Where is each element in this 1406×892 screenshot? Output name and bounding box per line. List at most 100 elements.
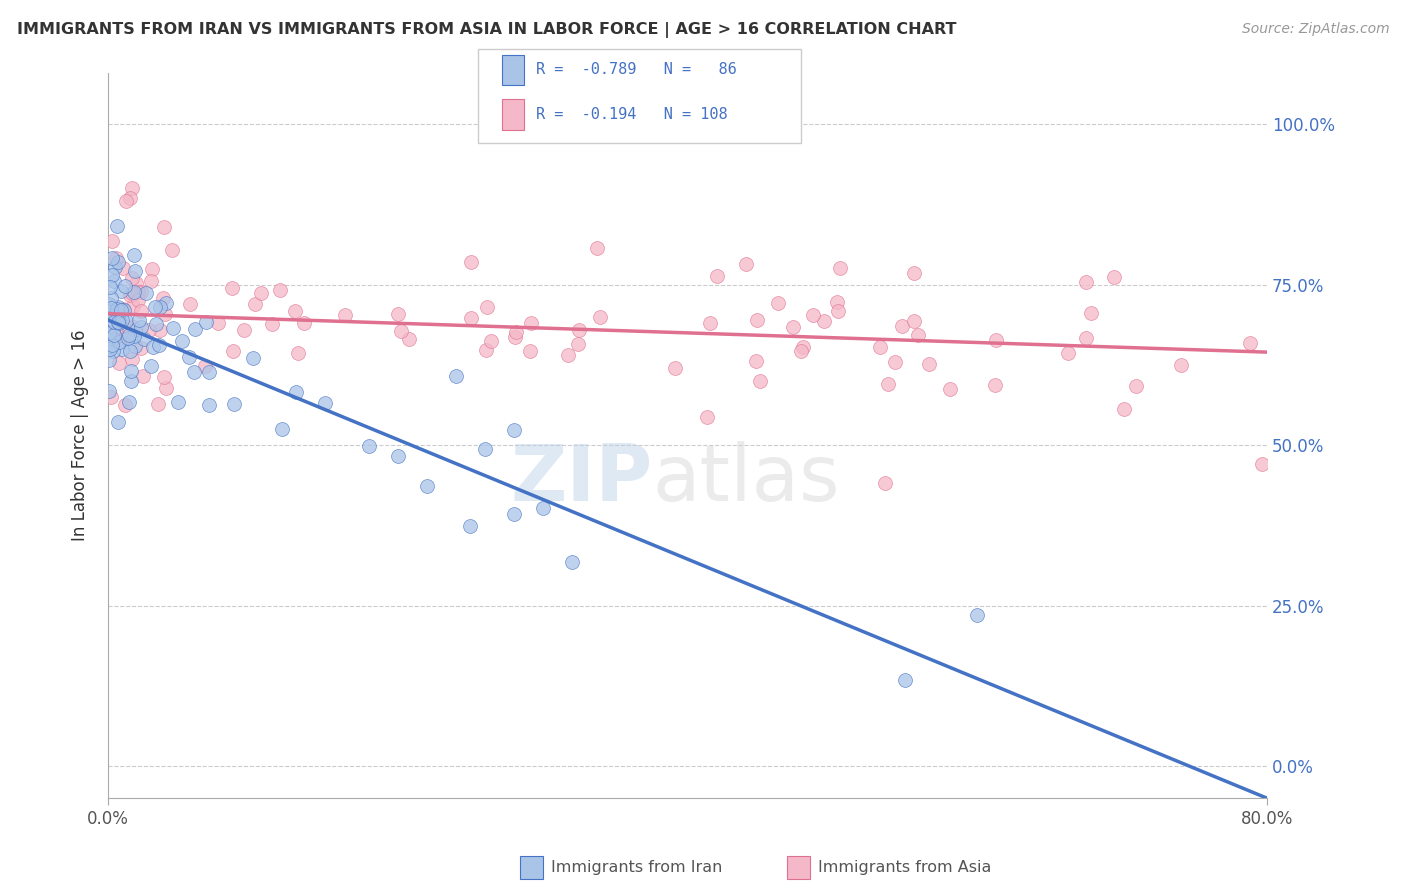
Point [103, 328, 125, 343]
Point [121, 286, 143, 301]
Point [129, 285, 152, 300]
Point [141, 359, 163, 373]
Point [153, 370, 176, 384]
Point [121, 319, 143, 334]
Point [118, 327, 141, 342]
Point [101, 252, 124, 266]
Point [148, 338, 170, 352]
Point [1170, 358, 1192, 372]
Point [111, 260, 134, 275]
Point [108, 356, 131, 370]
Point [100, 291, 122, 305]
Point [333, 308, 356, 322]
Point [101, 235, 124, 249]
Point [101, 324, 124, 338]
Point [138, 323, 160, 337]
Point [893, 673, 915, 688]
Point [105, 251, 128, 265]
Point [398, 332, 420, 346]
Point [108, 316, 131, 330]
Point [129, 304, 152, 318]
Point [357, 439, 380, 453]
Point [748, 374, 770, 388]
Point [152, 220, 174, 235]
Point [104, 260, 127, 275]
Point [744, 353, 766, 368]
Point [207, 317, 229, 331]
Point [100, 338, 122, 352]
Point [127, 293, 149, 307]
Point [103, 332, 125, 346]
Point [801, 308, 824, 322]
Point [107, 300, 129, 314]
Point [387, 307, 409, 321]
Point [118, 395, 141, 409]
Point [105, 326, 128, 340]
Point [143, 300, 166, 314]
Point [125, 276, 148, 290]
Point [107, 254, 129, 268]
Point [166, 394, 188, 409]
Point [198, 398, 221, 412]
Point [170, 334, 193, 348]
Point [792, 341, 814, 355]
Point [502, 423, 524, 437]
Text: ZIP: ZIP [510, 441, 652, 517]
Point [132, 332, 155, 346]
Point [112, 301, 135, 316]
Point [149, 300, 172, 314]
Point [124, 339, 146, 353]
Point [127, 285, 149, 299]
Point [107, 334, 129, 349]
Point [98, 342, 121, 356]
Point [124, 322, 146, 336]
Text: Source: ZipAtlas.com: Source: ZipAtlas.com [1241, 22, 1389, 37]
Point [103, 274, 125, 288]
Text: atlas: atlas [652, 441, 841, 517]
Point [567, 337, 589, 351]
Point [790, 344, 813, 359]
Point [869, 340, 891, 354]
Point [149, 323, 172, 337]
Point [249, 286, 271, 301]
Point [891, 318, 914, 333]
Point [152, 291, 174, 305]
Point [883, 355, 905, 369]
Point [103, 315, 125, 329]
Point [269, 283, 291, 297]
Point [145, 317, 167, 331]
Text: R =  -0.194   N = 108: R = -0.194 N = 108 [536, 107, 727, 122]
Point [314, 395, 336, 409]
Point [664, 361, 686, 376]
Point [120, 374, 142, 388]
Point [184, 322, 207, 336]
Point [108, 314, 131, 328]
Point [98, 298, 121, 312]
Point [813, 314, 835, 328]
Point [766, 295, 789, 310]
Point [110, 303, 132, 318]
Point [100, 301, 122, 315]
Point [285, 384, 308, 399]
Point [110, 284, 132, 298]
Point [111, 313, 134, 327]
Point [103, 309, 125, 323]
Point [586, 241, 609, 255]
Point [270, 422, 292, 436]
Point [699, 317, 721, 331]
Point [387, 449, 409, 463]
Y-axis label: In Labor Force | Age > 16: In Labor Force | Age > 16 [72, 330, 89, 541]
Point [830, 260, 852, 275]
Point [918, 357, 941, 371]
Text: IMMIGRANTS FROM IRAN VS IMMIGRANTS FROM ASIA IN LABOR FORCE | AGE > 16 CORRELATI: IMMIGRANTS FROM IRAN VS IMMIGRANTS FROM … [17, 22, 956, 38]
Point [122, 299, 145, 313]
Point [939, 382, 962, 396]
Point [287, 346, 309, 360]
Point [118, 191, 141, 205]
Point [194, 359, 217, 373]
Point [531, 501, 554, 516]
Point [117, 330, 139, 344]
Point [162, 321, 184, 335]
Point [162, 243, 184, 257]
Point [745, 313, 768, 327]
